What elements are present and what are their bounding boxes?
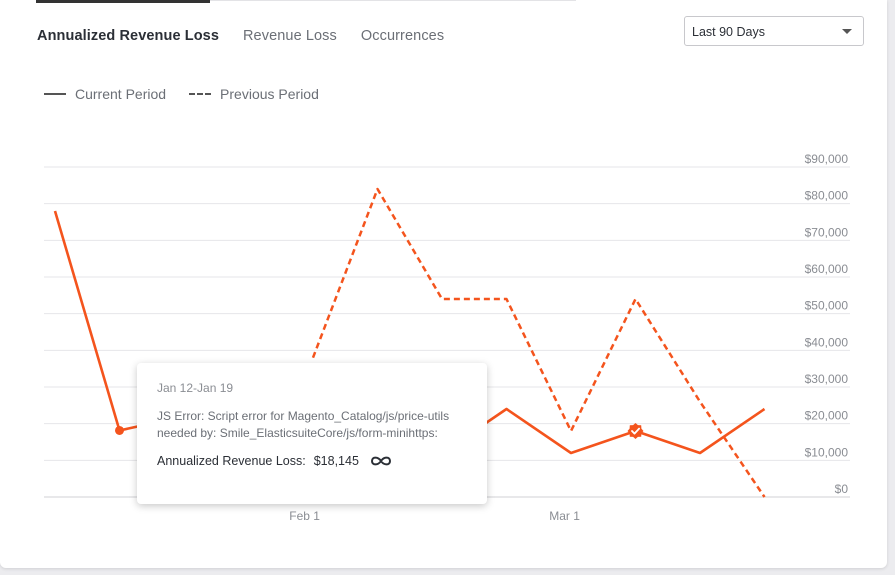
y-tick-label: $50,000 [805,299,849,313]
chevron-down-icon [842,29,852,34]
y-tick-label: $0 [835,482,849,496]
y-tick-label: $20,000 [805,409,849,423]
infinity-icon [370,456,391,466]
tab-revenue-loss[interactable]: Revenue Loss [242,28,337,44]
legend-item-current[interactable]: Current Period [44,86,166,102]
tooltip-metric-label: Annualized Revenue Loss: [157,454,306,468]
legend-item-previous[interactable]: Previous Period [189,86,319,102]
tab-divider [36,0,576,1]
tooltip-date-range: Jan 12-Jan 19 [157,381,234,395]
period-select[interactable]: Last 90 Days [684,16,864,46]
y-tick-label: $10,000 [805,445,849,459]
check-badge-icon[interactable] [627,423,644,439]
solid-line-swatch [44,93,66,95]
selected-point-marker[interactable] [115,425,124,435]
data-tooltip: Jan 12-Jan 19 JS Error: Script error for… [137,363,487,504]
y-tick-label: $60,000 [805,262,849,276]
tooltip-description: JS Error: Script error for Magento_Catal… [157,409,450,440]
x-tick-label: Feb 1 [289,509,320,523]
tooltip-metric: Annualized Revenue Loss: $18,145 [157,454,467,468]
chart-card: Annualized Revenue Loss Revenue Loss Occ… [0,0,887,568]
y-tick-label: $70,000 [805,225,849,239]
active-tab-indicator [36,0,210,3]
y-tick-label: $40,000 [805,335,849,349]
x-tick-label: Mar 1 [549,509,580,523]
y-tick-label: $80,000 [805,189,849,203]
tooltip-metric-value: $18,145 [313,454,359,468]
y-tick-label: $30,000 [805,372,849,386]
legend-label-current: Current Period [75,86,167,102]
previous-period-line [311,187,766,498]
dashed-line-swatch [189,93,212,95]
chart-legend: Current Period Previous Period [44,86,342,102]
tab-annualized-revenue-loss[interactable]: Annualized Revenue Loss [37,28,219,44]
y-tick-label: $90,000 [805,152,849,166]
period-select-value: Last 90 Days [692,25,765,39]
tab-occurrences[interactable]: Occurrences [360,28,445,44]
legend-label-previous: Previous Period [220,86,319,102]
metric-tabs: Annualized Revenue Loss Revenue Loss Occ… [37,28,468,44]
